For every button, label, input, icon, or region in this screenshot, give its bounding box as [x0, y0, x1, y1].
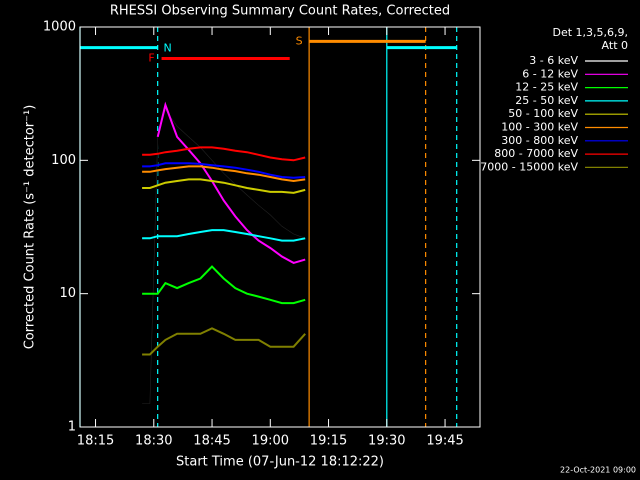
legend-label: 25 - 50 keV: [515, 94, 578, 107]
y-tick-label: 100: [51, 153, 76, 168]
series-line: [142, 178, 306, 194]
x-tick-label: 19:45: [426, 434, 463, 449]
y-axis-label: Corrected Count Rate (s⁻¹ detector⁻¹): [23, 105, 38, 350]
legend-label: 300 - 800 keV: [501, 134, 578, 147]
y-tick-label: 1: [68, 420, 76, 435]
legend-label: 7000 - 15000 keV: [480, 160, 578, 173]
legend-title: Att 0: [602, 39, 628, 52]
x-tick-label: 18:15: [77, 434, 114, 449]
legend-label: 6 - 12 keV: [522, 67, 578, 80]
series-line: [142, 146, 306, 162]
series-line: [142, 327, 306, 356]
legend-label: 800 - 7000 keV: [494, 147, 578, 160]
y-tick-label: 1000: [43, 20, 76, 35]
flag-label: F: [148, 52, 154, 65]
series-line: [142, 165, 306, 183]
plot-frame: [79, 26, 481, 428]
series-line: [156, 101, 306, 264]
legend-label: 100 - 300 keV: [501, 121, 578, 134]
flag-label: S: [296, 34, 303, 47]
x-tick-label: 19:30: [368, 434, 405, 449]
x-tick-label: 19:00: [252, 434, 289, 449]
y-tick-label: 10: [59, 286, 76, 301]
legend-title: Det 1,3,5,6,9,: [552, 26, 628, 39]
x-tick-label: 18:30: [135, 434, 172, 449]
legend-label: 12 - 25 keV: [515, 81, 578, 94]
flag-label: N: [164, 42, 172, 55]
series-line: [142, 229, 306, 242]
series-line: [142, 265, 306, 305]
x-axis-label: Start Time (07-Jun-12 18:12:22): [176, 455, 384, 470]
legend-label: 50 - 100 keV: [508, 107, 578, 120]
footer: 22-Oct-2021 09:00: [560, 466, 636, 475]
legend-label: 3 - 6 keV: [529, 54, 578, 67]
chart-title: RHESSI Observing Summary Count Rates, Co…: [110, 4, 450, 19]
x-tick-label: 18:45: [193, 434, 230, 449]
x-tick-label: 19:15: [310, 434, 347, 449]
series-line: [142, 162, 306, 179]
